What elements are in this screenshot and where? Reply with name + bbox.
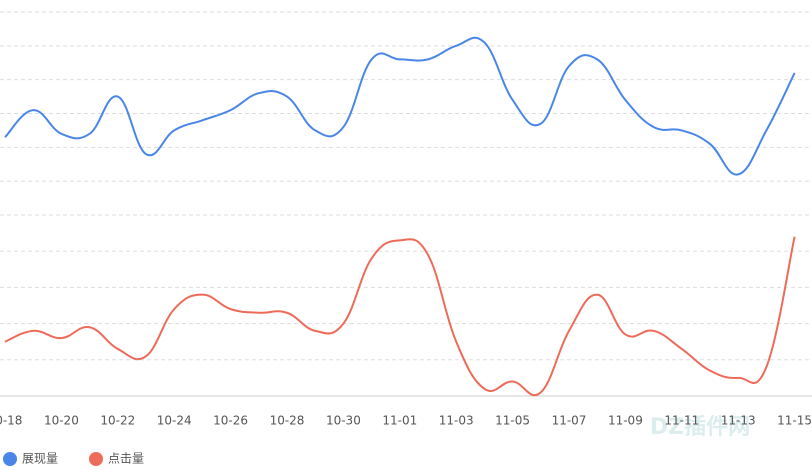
x-tick-label: 10-30 — [326, 414, 361, 428]
line — [4, 236, 796, 397]
legend-marker — [89, 452, 103, 466]
x-tick-label: 10-22 — [100, 414, 135, 428]
line — [4, 36, 796, 176]
x-tick-label: 11-03 — [439, 414, 474, 428]
x-tick-label: 10-28 — [270, 414, 305, 428]
x-tick-label: 11-01 — [382, 414, 417, 428]
x-tick-label: 10-24 — [157, 414, 192, 428]
x-tick-label: 11-07 — [552, 414, 587, 428]
x-tick-label: 11-15 — [777, 414, 812, 428]
x-tick-label: 10-18 — [0, 414, 22, 428]
legend-marker — [3, 452, 17, 466]
x-tick-label: 11-11 — [664, 414, 699, 428]
x-tick-label: 11-09 — [608, 414, 643, 428]
legend-label: 展现量 — [22, 452, 58, 466]
x-tick-label: 10-20 — [44, 414, 79, 428]
watermark: DZ插件网 — [650, 415, 750, 440]
x-tick-label: 10-26 — [213, 414, 248, 428]
x-tick-label: 11-05 — [495, 414, 530, 428]
legend-label: 点击量 — [108, 452, 144, 466]
x-tick-label: 11-13 — [721, 414, 756, 428]
